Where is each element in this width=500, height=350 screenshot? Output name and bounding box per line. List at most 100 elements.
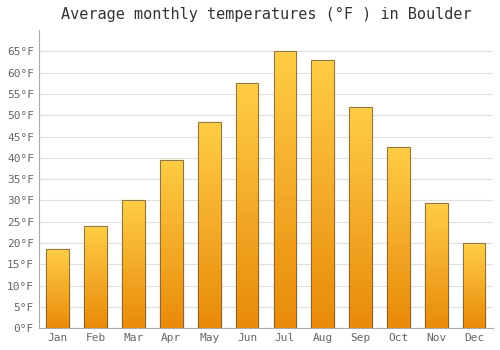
- Bar: [387, 151, 410, 154]
- Bar: [349, 235, 372, 240]
- Bar: [425, 245, 448, 248]
- Bar: [46, 297, 69, 298]
- Bar: [122, 298, 145, 300]
- Bar: [387, 288, 410, 292]
- Bar: [198, 246, 220, 250]
- Bar: [312, 87, 334, 92]
- Bar: [160, 274, 182, 278]
- Bar: [425, 275, 448, 278]
- Bar: [349, 324, 372, 328]
- Bar: [274, 289, 296, 295]
- Bar: [425, 321, 448, 323]
- Bar: [387, 223, 410, 227]
- Bar: [463, 279, 485, 280]
- Bar: [198, 134, 220, 138]
- Bar: [160, 190, 182, 194]
- Bar: [274, 234, 296, 240]
- Bar: [198, 196, 220, 200]
- Bar: [425, 212, 448, 215]
- Bar: [46, 254, 69, 256]
- Bar: [160, 298, 182, 301]
- Bar: [387, 147, 410, 328]
- Bar: [198, 180, 220, 184]
- Bar: [387, 147, 410, 151]
- Bar: [312, 242, 334, 248]
- Bar: [198, 208, 220, 212]
- Bar: [387, 165, 410, 169]
- Bar: [312, 162, 334, 167]
- Bar: [274, 317, 296, 323]
- Bar: [425, 308, 448, 310]
- Bar: [312, 103, 334, 108]
- Bar: [46, 262, 69, 264]
- Bar: [46, 286, 69, 287]
- Bar: [312, 210, 334, 216]
- Bar: [84, 273, 107, 275]
- Bar: [425, 283, 448, 286]
- Bar: [425, 220, 448, 223]
- Bar: [349, 302, 372, 306]
- Bar: [312, 156, 334, 162]
- Bar: [122, 270, 145, 272]
- Bar: [84, 271, 107, 273]
- Bar: [236, 196, 258, 201]
- Bar: [425, 306, 448, 308]
- Bar: [349, 155, 372, 160]
- Bar: [463, 291, 485, 292]
- Bar: [122, 295, 145, 298]
- Bar: [312, 71, 334, 76]
- Bar: [46, 287, 69, 289]
- Bar: [274, 51, 296, 57]
- Bar: [387, 241, 410, 245]
- Bar: [122, 308, 145, 310]
- Bar: [84, 259, 107, 261]
- Bar: [84, 314, 107, 316]
- Bar: [236, 323, 258, 328]
- Bar: [274, 129, 296, 134]
- Bar: [463, 327, 485, 328]
- Bar: [160, 295, 182, 298]
- Bar: [425, 290, 448, 293]
- Bar: [198, 175, 220, 180]
- Bar: [122, 282, 145, 285]
- Bar: [46, 281, 69, 282]
- Bar: [387, 216, 410, 219]
- Bar: [349, 222, 372, 226]
- Bar: [236, 93, 258, 98]
- Bar: [425, 316, 448, 318]
- Bar: [122, 229, 145, 231]
- Bar: [160, 163, 182, 167]
- Bar: [425, 215, 448, 218]
- Bar: [274, 245, 296, 251]
- Bar: [349, 204, 372, 209]
- Bar: [274, 90, 296, 96]
- Bar: [46, 256, 69, 257]
- Bar: [84, 295, 107, 298]
- Bar: [274, 62, 296, 68]
- Bar: [463, 309, 485, 311]
- Bar: [236, 235, 258, 240]
- Bar: [122, 323, 145, 326]
- Bar: [236, 216, 258, 220]
- Bar: [387, 245, 410, 248]
- Bar: [274, 134, 296, 140]
- Bar: [236, 309, 258, 314]
- Bar: [198, 229, 220, 233]
- Bar: [425, 235, 448, 238]
- Bar: [122, 221, 145, 223]
- Bar: [160, 217, 182, 220]
- Bar: [122, 231, 145, 234]
- Bar: [274, 306, 296, 312]
- Bar: [84, 318, 107, 320]
- Bar: [198, 303, 220, 308]
- Bar: [46, 251, 69, 253]
- Bar: [122, 272, 145, 274]
- Bar: [236, 142, 258, 147]
- Bar: [463, 292, 485, 294]
- Bar: [236, 127, 258, 132]
- Bar: [84, 306, 107, 308]
- Bar: [463, 248, 485, 250]
- Bar: [236, 172, 258, 176]
- Bar: [349, 187, 372, 191]
- Bar: [84, 287, 107, 289]
